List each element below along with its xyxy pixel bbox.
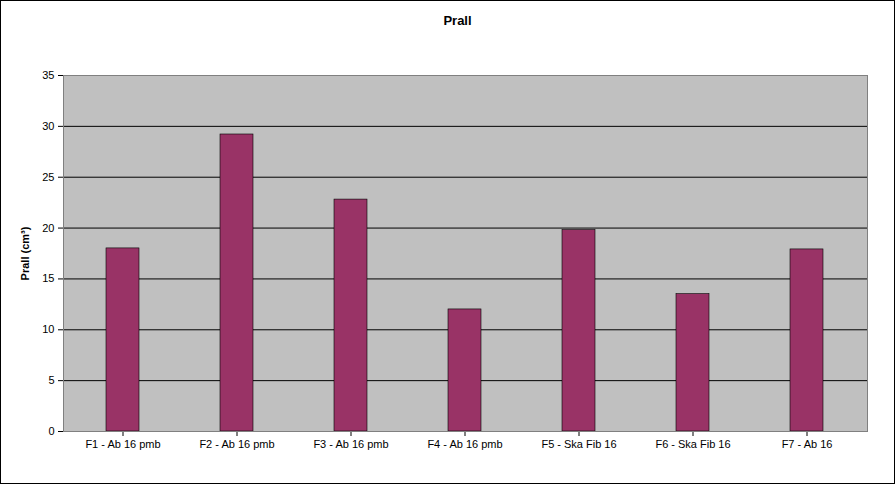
svg-text:5: 5 bbox=[48, 374, 54, 386]
svg-text:10: 10 bbox=[42, 323, 54, 335]
svg-text:25: 25 bbox=[42, 171, 54, 183]
svg-text:F5 - Ska Fib 16: F5 - Ska Fib 16 bbox=[541, 438, 616, 450]
svg-text:20: 20 bbox=[42, 222, 54, 234]
svg-text:F4 - Ab 16 pmb: F4 - Ab 16 pmb bbox=[427, 438, 502, 450]
svg-text:30: 30 bbox=[42, 120, 54, 132]
svg-text:F6 - Ska Fib 16: F6 - Ska Fib 16 bbox=[655, 438, 730, 450]
svg-text:Prall (cm³): Prall (cm³) bbox=[19, 226, 31, 280]
html-text:Prall: Prall bbox=[443, 13, 472, 28]
svg-text:0: 0 bbox=[48, 425, 54, 437]
svg-text:F2 - Ab 16 pmb: F2 - Ab 16 pmb bbox=[199, 438, 274, 450]
svg-text:35: 35 bbox=[42, 69, 54, 81]
svg-text:F3 - Ab 16 pmb: F3 - Ab 16 pmb bbox=[313, 438, 388, 450]
svg-text:F7 - Ab 16: F7 - Ab 16 bbox=[782, 438, 833, 450]
svg-text:15: 15 bbox=[42, 272, 54, 284]
svg-text:F1 - Ab 16 pmb: F1 - Ab 16 pmb bbox=[85, 438, 160, 450]
